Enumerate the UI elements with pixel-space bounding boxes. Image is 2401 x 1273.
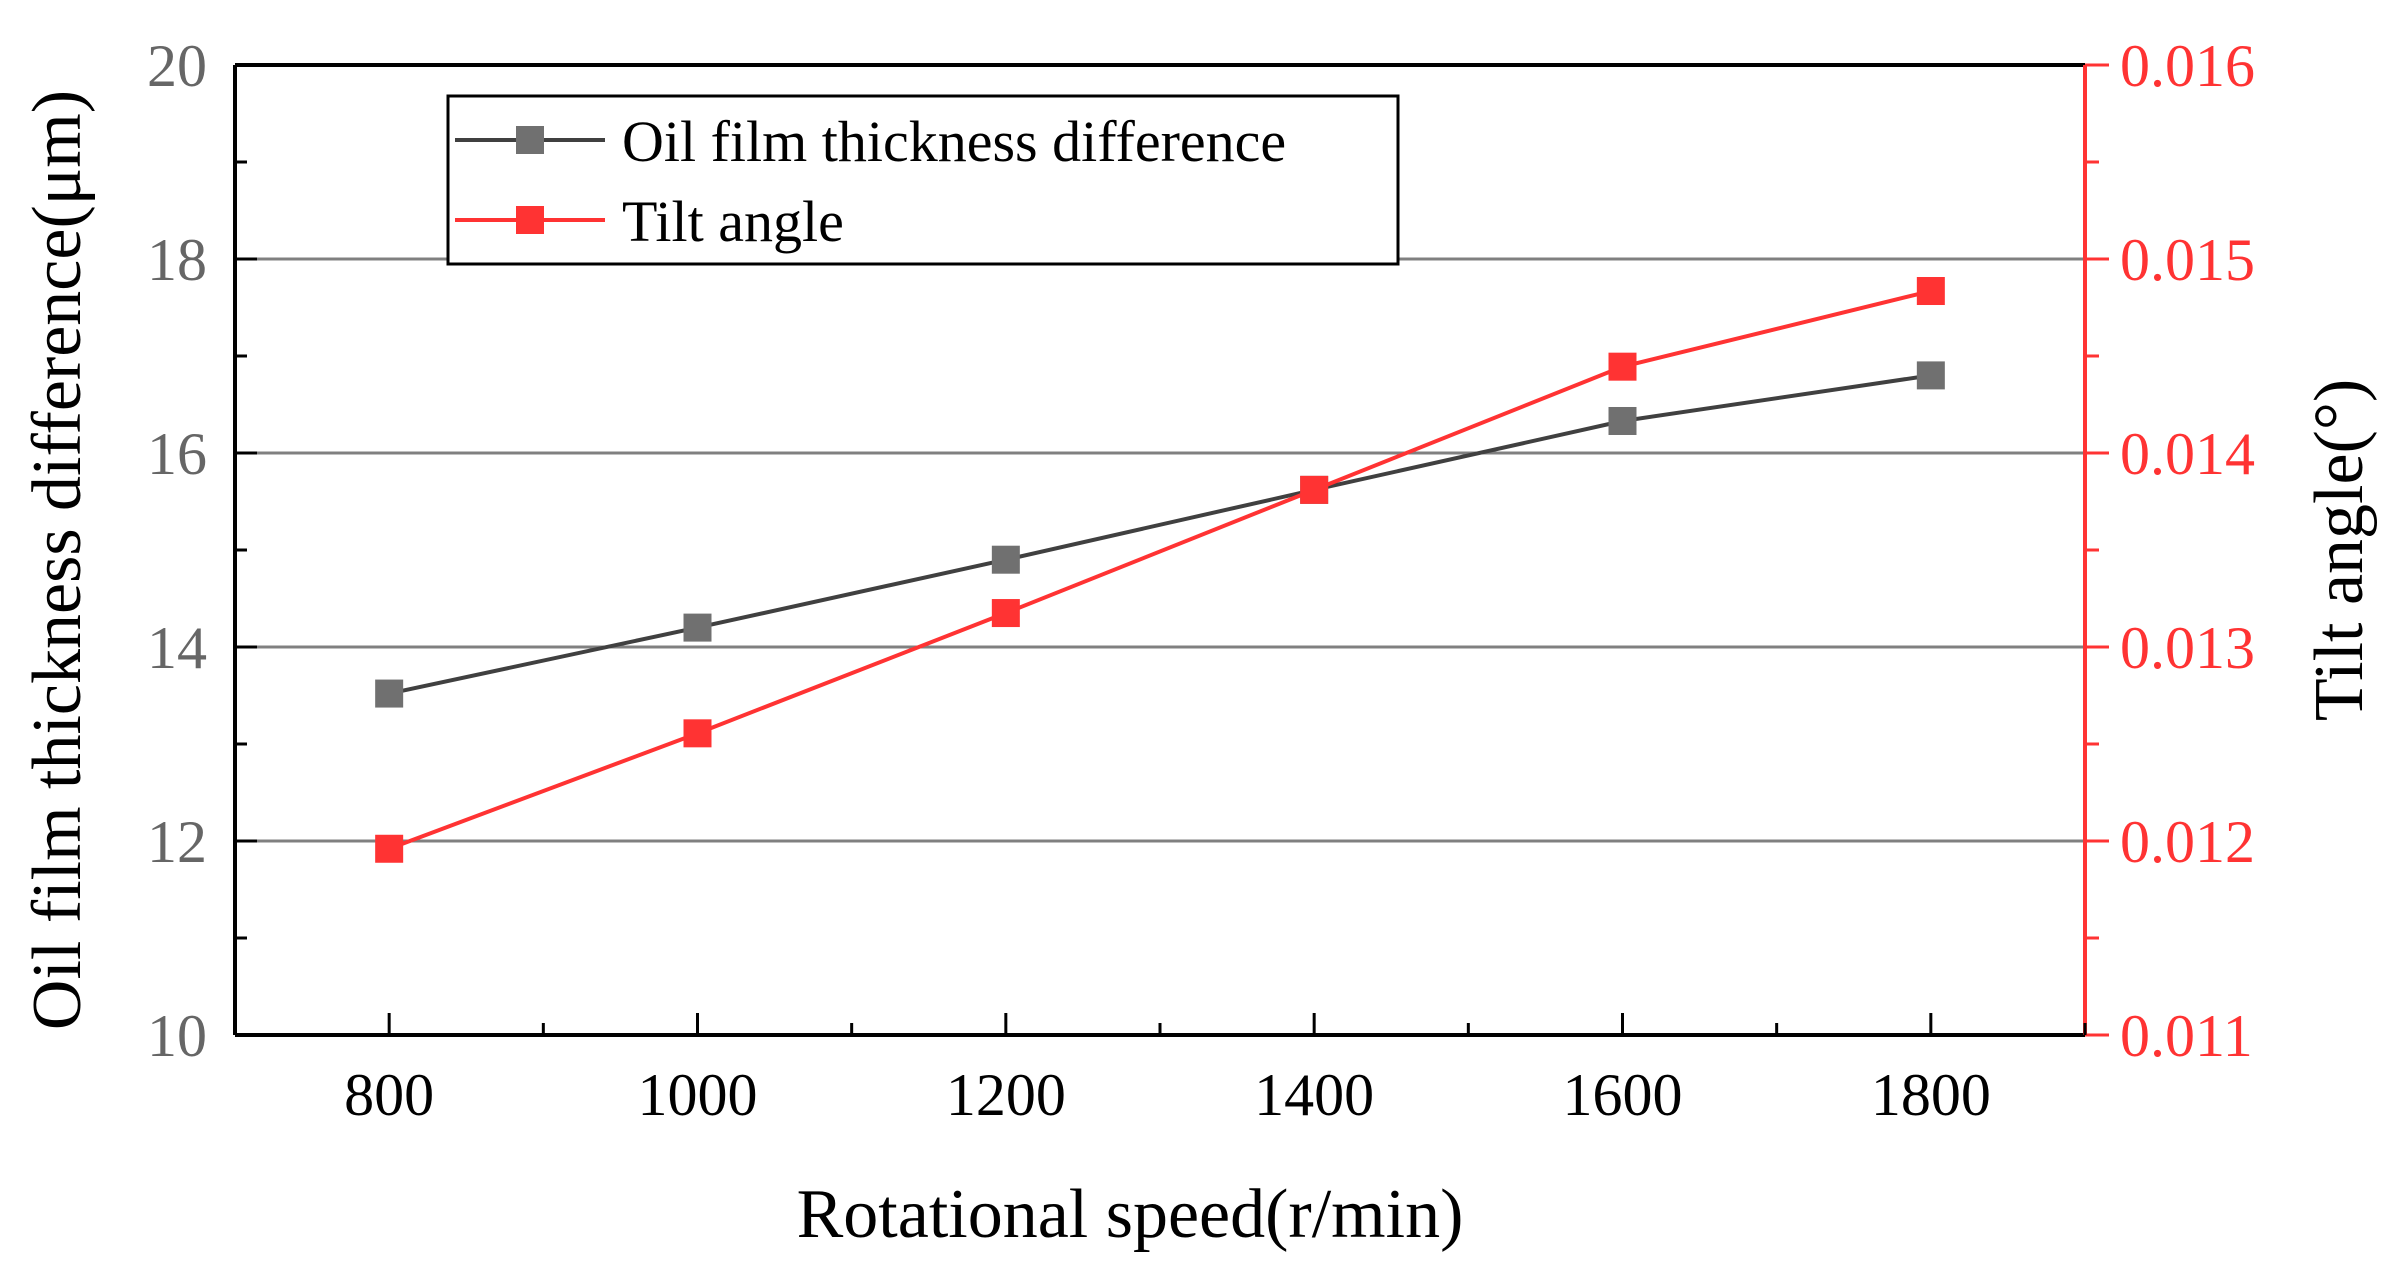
left-tick-label: 20 <box>147 33 207 99</box>
x-tick-label: 1200 <box>946 1062 1066 1128</box>
right-y-axis-title: Tilt angle(°) <box>2301 379 2378 721</box>
data-point-tilt-angle <box>991 599 1020 628</box>
right-tick-label: 0.012 <box>2120 809 2255 875</box>
left-tick-label: 16 <box>147 421 207 487</box>
left-y-axis: 10 12 14 16 18 20 <box>147 33 257 1069</box>
legend-box <box>446 94 1400 266</box>
x-tick-label: 1800 <box>1871 1062 1991 1128</box>
x-axis: 800 1000 1200 1400 1600 1800 <box>233 1013 2087 1128</box>
data-point-tilt-angle <box>1300 475 1329 504</box>
right-tick-label: 0.016 <box>2120 33 2255 99</box>
right-tick-label: 0.014 <box>2120 421 2255 487</box>
data-point-tilt-angle <box>375 834 404 863</box>
x-tick-label: 1000 <box>638 1062 758 1128</box>
legend-label-oil-film: Oil film thickness difference <box>622 109 1286 174</box>
x-tick-label: 1600 <box>1563 1062 1683 1128</box>
series-lines <box>375 277 1945 863</box>
data-point-tilt-angle <box>683 719 712 748</box>
series-line-oil-film <box>388 373 1932 696</box>
data-point-oil-film <box>683 613 712 642</box>
x-tick-label: 800 <box>344 1062 434 1128</box>
legend-marker-tilt-angle <box>516 206 544 234</box>
left-tick-label: 12 <box>147 809 207 875</box>
data-point-tilt-angle <box>1608 352 1637 381</box>
legend-marker-oil-film <box>516 126 544 154</box>
legend: Oil film thickness difference Tilt angle <box>446 94 1400 266</box>
data-point-tilt-angle <box>1916 277 1945 306</box>
legend-label-tilt-angle: Tilt angle <box>622 189 844 254</box>
left-y-axis-title: Oil film thickness difference(μm) <box>19 90 96 1030</box>
data-point-oil-film <box>991 545 1020 574</box>
x-tick-label: 1400 <box>1254 1062 1374 1128</box>
left-tick-label: 10 <box>147 1003 207 1069</box>
left-tick-label: 14 <box>147 615 207 681</box>
right-tick-label: 0.011 <box>2120 1003 2253 1069</box>
x-axis-title: Rotational speed(r/min) <box>797 1176 1464 1253</box>
data-point-oil-film <box>375 679 404 708</box>
legend-item-tilt-angle: Tilt angle <box>455 189 844 254</box>
data-point-oil-film <box>1608 406 1637 435</box>
right-tick-label: 0.015 <box>2120 227 2255 293</box>
right-tick-label: 0.013 <box>2120 615 2255 681</box>
left-tick-label: 18 <box>147 227 207 293</box>
legend-item-oil-film: Oil film thickness difference <box>455 109 1286 174</box>
right-y-axis: 0.011 0.012 0.013 0.014 0.015 0.016 <box>2085 33 2255 1069</box>
series-line-tilt-angle <box>388 289 1932 851</box>
data-point-oil-film <box>1916 361 1945 390</box>
